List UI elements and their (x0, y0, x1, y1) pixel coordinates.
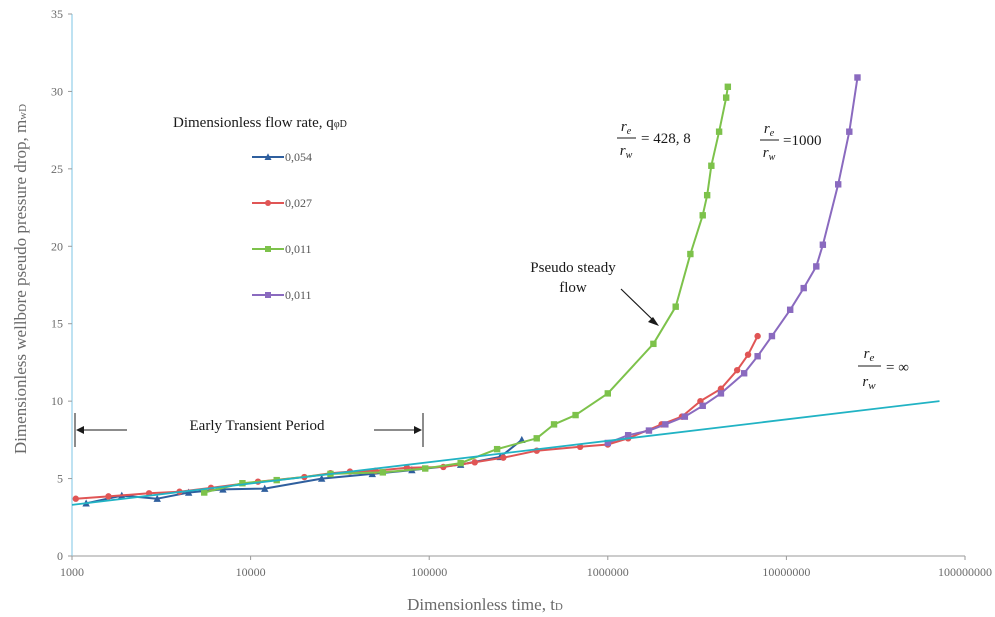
pseudo-steady-line1: Pseudo steady (530, 260, 616, 276)
series-4 (72, 401, 940, 505)
early-transient-label: Early Transient Period (190, 418, 325, 434)
series-line-1 (76, 336, 758, 499)
annotation-pseudo-steady-flow: Pseudo steady flow (530, 260, 659, 326)
y-axis-title: Dimensionless wellbore pseudo pressure d… (11, 104, 30, 454)
data-point-2 (201, 489, 207, 495)
y-tick-label: 15 (51, 317, 63, 331)
data-point-1 (745, 351, 751, 357)
axes (72, 14, 965, 556)
legend-label: 0,027 (285, 196, 312, 210)
legend-entry: 0,011 (252, 242, 312, 256)
data-point-3 (741, 370, 747, 376)
ratio-1000-value: =1000 (783, 133, 821, 149)
legend-entry: 0,027 (252, 196, 312, 210)
pseudo-steady-line2: flow (559, 280, 587, 296)
data-point-3 (718, 390, 724, 396)
data-point-2 (534, 435, 540, 441)
legend-entry: 0,011 (252, 288, 312, 302)
legend-marker (265, 246, 271, 252)
ratio-1000-denominator: rw (763, 145, 776, 163)
data-point-2 (380, 469, 386, 475)
data-point-1 (754, 333, 760, 339)
y-tick-label: 30 (51, 84, 63, 98)
legend-items: 0,054 0,027 0,011 0,011 (252, 150, 312, 302)
pseudo-steady-arrow (621, 289, 655, 322)
early-transient-left-arrowhead (76, 426, 84, 434)
x-tick-label: 10000000 (762, 565, 810, 579)
ratio-inf-denominator: rw (862, 374, 876, 392)
data-point-1 (73, 496, 79, 502)
legend-label: 0,011 (285, 288, 312, 302)
data-point-3 (700, 403, 706, 409)
series-line-4 (72, 401, 940, 505)
ratio-1000-numerator: re (764, 121, 775, 139)
y-tick-label: 25 (51, 162, 63, 176)
data-point-2 (551, 421, 557, 427)
data-point-2 (673, 303, 679, 309)
data-point-3 (801, 285, 807, 291)
legend-entry: 0,054 (252, 150, 312, 164)
early-transient-right-arrowhead (414, 426, 422, 434)
annotation-early-transient: Early Transient Period (75, 413, 423, 447)
data-point-2 (572, 412, 578, 418)
data-point-2 (723, 94, 729, 100)
data-point-2 (422, 465, 428, 471)
x-tick-label: 1000 (60, 565, 84, 579)
data-point-2 (457, 460, 463, 466)
data-point-2 (605, 390, 611, 396)
legend-label: 0,011 (285, 242, 312, 256)
data-point-3 (754, 353, 760, 359)
data-point-2 (650, 341, 656, 347)
annotation-ratio-infinity: re rw = ∞ (858, 346, 909, 392)
data-point-1 (734, 367, 740, 373)
data-point-2 (704, 192, 710, 198)
x-tick-label: 100000 (411, 565, 447, 579)
x-axis-ticks: 1000 10000 100000 1000000 10000000 100000000 (60, 556, 992, 579)
legend: Dimensionless flow rate, qφD 0,0540,0270… (173, 115, 347, 302)
pseudo-steady-arrowhead (648, 317, 659, 326)
data-point-3 (846, 128, 852, 134)
y-tick-label: 35 (51, 7, 63, 21)
data-point-1 (472, 459, 478, 465)
y-tick-label: 10 (51, 394, 63, 408)
series-1 (73, 333, 761, 502)
x-tick-label: 10000 (236, 565, 266, 579)
y-axis-ticks: 0 5 10 15 20 25 30 35 (51, 7, 72, 563)
ratio-inf-numerator: re (864, 346, 875, 364)
data-point-3 (854, 74, 860, 80)
data-point-1 (105, 493, 111, 499)
legend-title: Dimensionless flow rate, qφD (173, 115, 347, 131)
ratio-428-numerator: re (621, 119, 632, 137)
data-point-3 (813, 263, 819, 269)
ratio-428-value: = 428, 8 (641, 131, 691, 147)
data-point-3 (835, 181, 841, 187)
ratio-428-denominator: rw (620, 143, 633, 161)
data-point-2 (708, 163, 714, 169)
legend-label: 0,054 (285, 150, 312, 164)
data-point-3 (769, 333, 775, 339)
data-point-2 (716, 128, 722, 134)
data-point-2 (687, 251, 693, 257)
y-tick-label: 0 (57, 549, 63, 563)
x-tick-label: 100000000 (938, 565, 992, 579)
data-point-3 (682, 413, 688, 419)
legend-marker (265, 292, 271, 298)
data-point-3 (662, 421, 668, 427)
x-tick-label: 1000000 (587, 565, 629, 579)
annotation-ratio-428: re rw = 428, 8 (617, 119, 691, 161)
legend-marker (265, 200, 271, 206)
data-point-2 (725, 84, 731, 90)
x-axis-title: Dimensionless time, tD (407, 595, 563, 614)
data-point-2 (494, 446, 500, 452)
data-point-3 (646, 427, 652, 433)
y-tick-label: 5 (57, 472, 63, 486)
data-point-3 (787, 307, 793, 313)
ratio-inf-value: = ∞ (886, 360, 909, 376)
data-point-1 (500, 454, 506, 460)
data-point-2 (700, 212, 706, 218)
data-point-3 (820, 242, 826, 248)
y-tick-label: 20 (51, 239, 63, 253)
annotation-ratio-1000: re rw =1000 (760, 121, 821, 163)
